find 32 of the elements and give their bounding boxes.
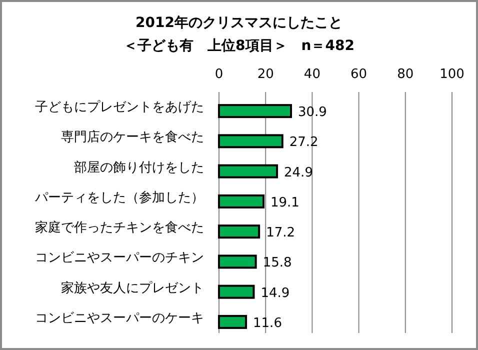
data-label: 17.2 — [266, 226, 296, 241]
data-label: 11.6 — [253, 316, 282, 331]
bar — [218, 134, 284, 148]
y-tick-label: 部屋の飾り付けをした — [74, 160, 204, 176]
x-tick-label: 20 — [257, 67, 274, 82]
data-label: 19.1 — [270, 195, 300, 210]
x-tick-label: 60 — [350, 67, 368, 82]
y-tick-label: 専門店のケーキを食べた — [61, 129, 204, 146]
x-tick-label: 80 — [397, 67, 414, 82]
y-tick-label: 家庭で作ったチキンを食べた — [35, 220, 204, 236]
bar — [218, 284, 255, 299]
data-label: 15.8 — [262, 256, 292, 271]
data-label: 30.9 — [298, 105, 327, 120]
x-tick-label: 100 — [440, 67, 464, 82]
y-tick-label: コンビニやスーパーのチキン — [35, 250, 204, 266]
x-tick-label: 0 — [214, 67, 224, 82]
y-tick-label: 子どもにプレゼントをあげた — [35, 100, 204, 116]
bar — [218, 104, 292, 118]
bar — [218, 254, 257, 269]
bar — [218, 164, 278, 178]
y-tick-label: コンビニやスーパーのケーキ — [35, 310, 204, 326]
bar — [218, 224, 260, 239]
y-tick-label: パーティをした（参加した） — [34, 190, 204, 206]
chart-subtitle: ＜子ども有 上位8項目＞ n＝482 — [124, 38, 354, 54]
x-tick-label: 40 — [304, 67, 320, 82]
data-label: 14.9 — [260, 286, 290, 301]
data-label: 24.9 — [284, 165, 313, 180]
bar — [218, 194, 265, 208]
chart-title: 2012年のクリスマスにしたこと — [136, 15, 342, 31]
data-label: 27.2 — [289, 135, 318, 150]
y-tick-label: 家族や友人にプレゼント — [61, 280, 204, 296]
bar — [218, 314, 248, 329]
